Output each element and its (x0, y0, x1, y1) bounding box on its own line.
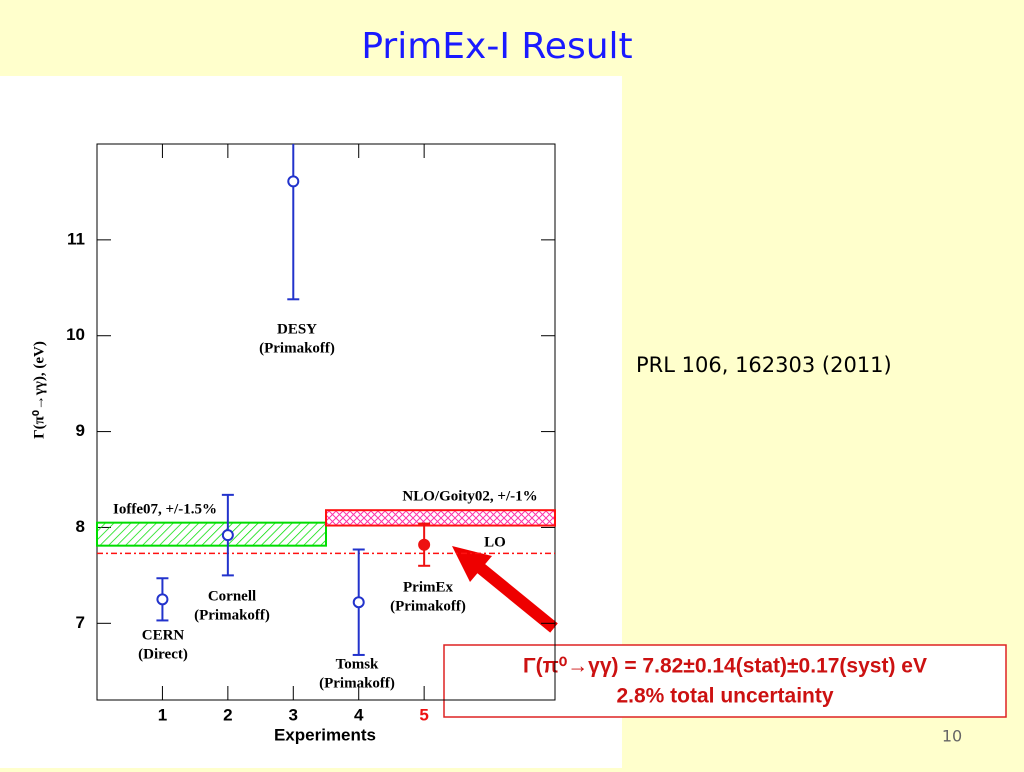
point-label: DESY (277, 321, 317, 337)
point-label: (Primakoff) (390, 598, 466, 614)
point-label: Cornell (208, 588, 256, 604)
point-label: PrimEx (403, 579, 453, 595)
plot-frame (96, 143, 556, 701)
slide-title: PrimEx-I Result (361, 26, 632, 67)
data-point (418, 538, 431, 551)
arrow (452, 546, 558, 633)
data-point (287, 175, 300, 188)
x-tick-label: 4 (354, 705, 364, 724)
point-label: (Primakoff) (319, 675, 395, 691)
y-tick-label: 9 (76, 421, 85, 440)
band (96, 521, 327, 547)
x-tick-label: 3 (289, 705, 298, 724)
result-line: 2.8% total uncertainty (616, 685, 833, 708)
x-axis-label: Experiments (274, 725, 376, 744)
point-label: (Direct) (138, 646, 188, 662)
point-label: Tomsk (336, 656, 379, 672)
y-axis-label: Γ(π⁰→γγ), (eV) (31, 341, 47, 439)
data-point (156, 593, 169, 606)
line-label: LO (484, 534, 506, 550)
y-tick-label: 7 (76, 613, 85, 632)
x-tick-label: 5 (419, 705, 428, 724)
x-tick-label: 1 (158, 705, 167, 724)
point-label: (Primakoff) (259, 340, 335, 356)
result-line: Γ(π⁰→γγ) = 7.82±0.14(stat)±0.17(syst) eV (523, 655, 927, 678)
y-tick-label: 8 (76, 517, 85, 536)
page-number: 10 (942, 727, 962, 746)
y-tick-label: 10 (66, 325, 85, 344)
point-label: CERN (142, 627, 185, 643)
band-label: Ioffe07, +/-1.5% (113, 501, 217, 517)
result-box (443, 644, 1007, 718)
data-point (221, 529, 234, 542)
y-tick-label: 11 (67, 229, 85, 248)
point-label: (Primakoff) (194, 607, 270, 623)
x-tick-label: 2 (223, 705, 232, 724)
band-label: NLO/Goity02, +/-1% (402, 488, 537, 504)
data-point (352, 596, 365, 609)
reference: PRL 106, 162303 (2011) (636, 353, 892, 377)
band (325, 509, 556, 527)
points (156, 144, 431, 656)
